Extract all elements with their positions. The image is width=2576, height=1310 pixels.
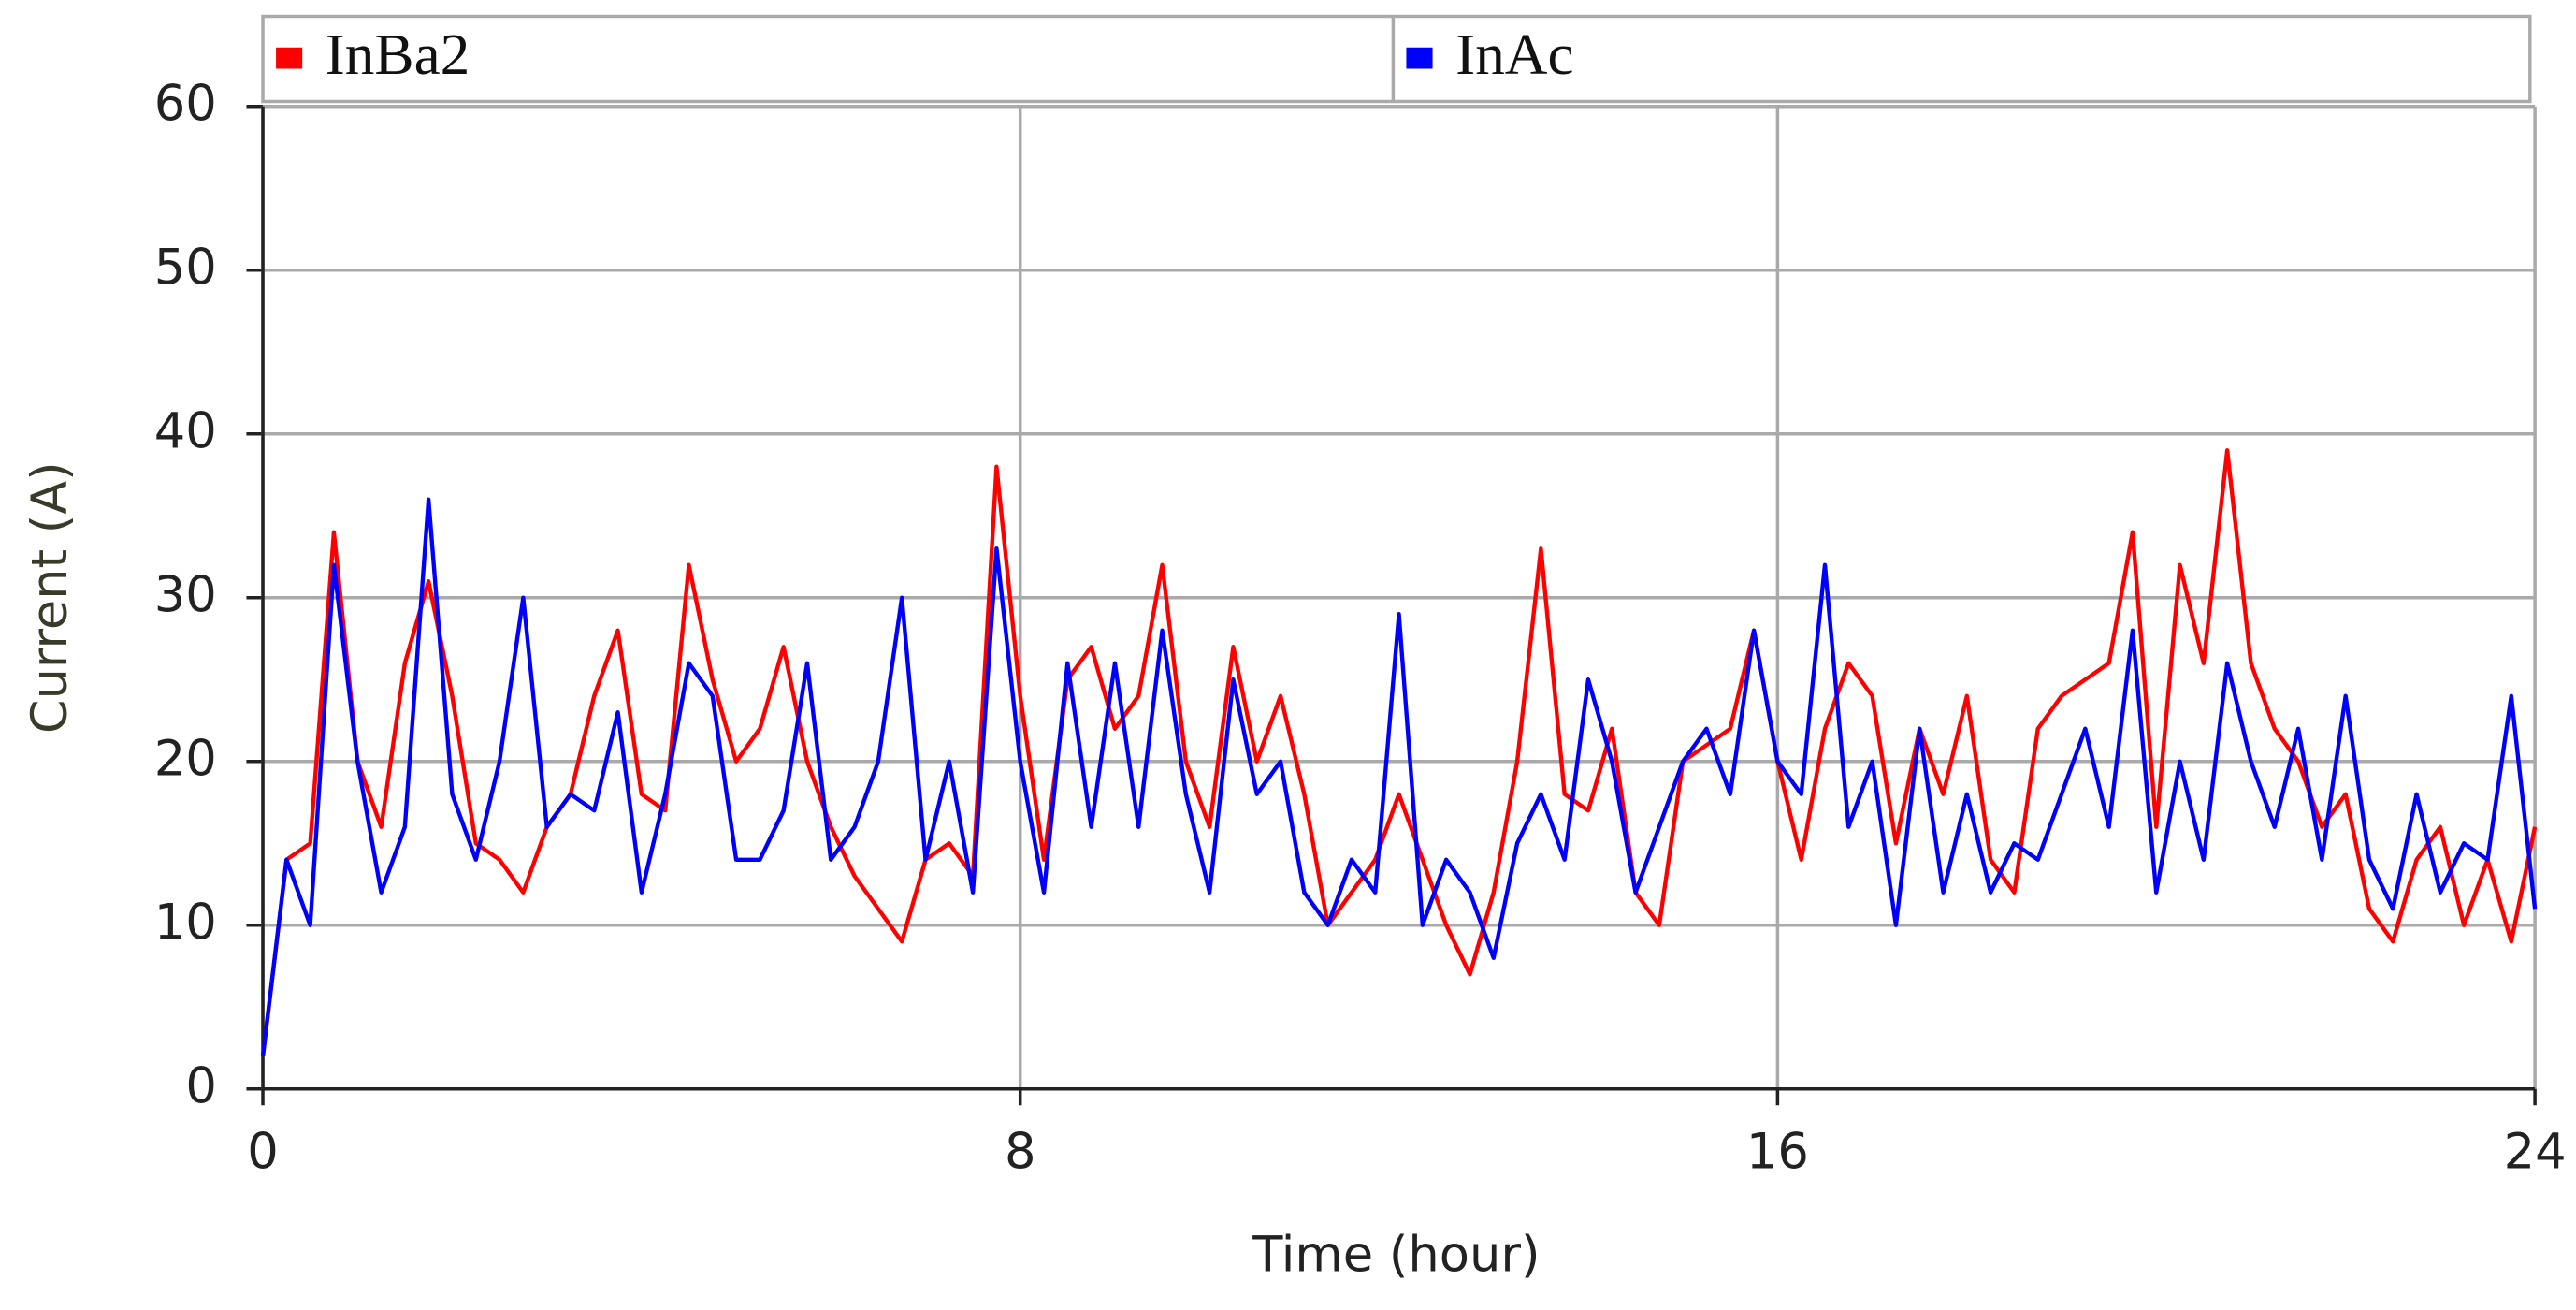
legend-marker [1406, 47, 1433, 69]
x-axis-label: Time (hour) [1252, 1227, 1540, 1284]
y-tick-label: 50 [154, 239, 217, 296]
x-tick-label: 16 [1746, 1123, 1809, 1180]
y-tick-label: 60 [154, 75, 217, 132]
legend-marker [276, 47, 303, 69]
data-line [260, 497, 2538, 1057]
y-tick-label: 0 [185, 1057, 217, 1114]
legend-box [261, 14, 2532, 104]
legend-label: InAc [1455, 22, 1573, 87]
x-tick-label: 24 [2504, 1123, 2567, 1180]
y-tick-label: 40 [154, 402, 217, 459]
x-tick-label: 8 [1005, 1123, 1036, 1180]
y-tick-label: 10 [154, 894, 217, 951]
x-tick-label: 0 [247, 1123, 279, 1180]
y-axis-label: Current (A) [22, 461, 79, 734]
y-tick-label: 30 [154, 566, 217, 623]
legend-label: InBa2 [326, 22, 470, 87]
y-tick-label: 20 [154, 730, 217, 787]
data-line [260, 448, 2538, 1057]
